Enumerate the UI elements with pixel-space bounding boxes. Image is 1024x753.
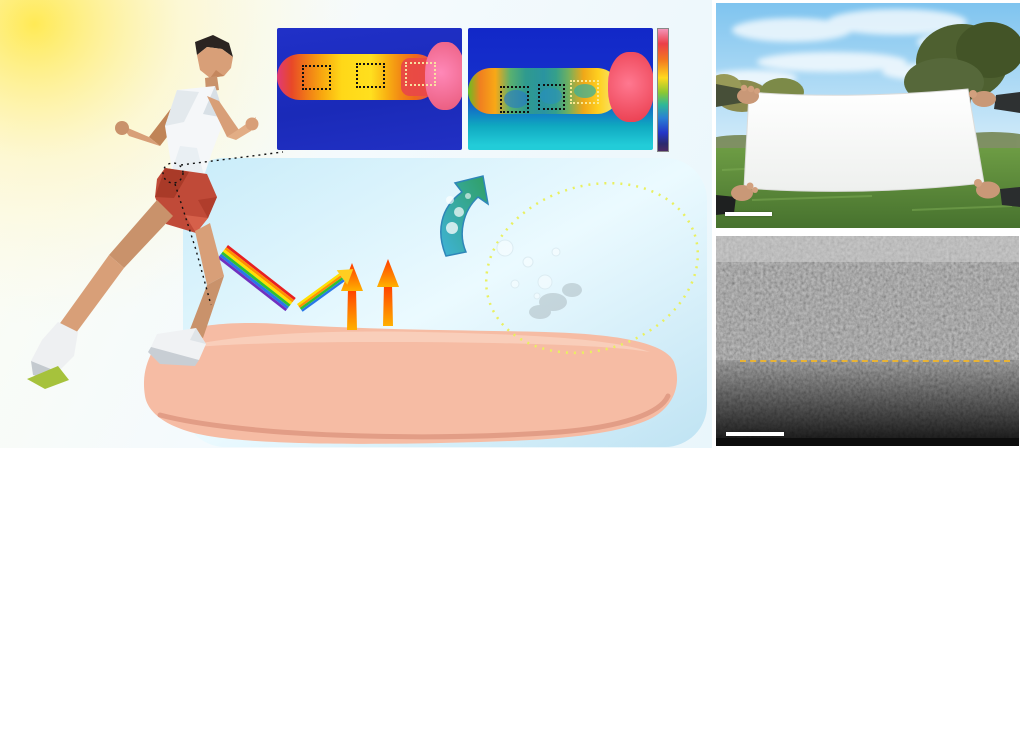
spectrum-chart <box>0 448 712 753</box>
panel-a <box>0 0 712 448</box>
panel-d <box>0 448 712 753</box>
wet-patch-1 <box>504 90 528 108</box>
reflected-rainbow-arrow <box>297 269 354 312</box>
skin-layer <box>143 323 678 444</box>
sunlight-rainbow-arrow <box>217 244 296 312</box>
wet-patch-3 <box>574 84 596 98</box>
sem-image <box>716 236 1019 446</box>
hands <box>716 84 1020 215</box>
mir-emission-arrows <box>341 259 399 330</box>
panel-b-scalebar <box>725 212 772 216</box>
layer-divider-dashed-line <box>740 360 1010 362</box>
sweat-evaporation-arrow <box>440 175 490 257</box>
panel-c <box>712 232 1024 448</box>
callout-dotted-lines <box>162 151 284 306</box>
steam-wisps <box>529 283 582 319</box>
roi-box-cotton-dry <box>302 65 331 90</box>
roi-box-metafabric-wet <box>570 80 599 104</box>
thermal-colorbar <box>657 28 669 152</box>
thermal-hand-wet <box>608 52 653 122</box>
metafabric-sheet <box>743 88 985 192</box>
highlight-dashed-ellipse <box>484 181 700 355</box>
panel-b <box>712 0 1024 232</box>
roi-box-sebs-wet <box>538 84 565 110</box>
roi-box-metafabric-dry <box>405 62 436 86</box>
thermal-hand-dry <box>425 42 462 110</box>
thermal-image-wet <box>468 28 653 150</box>
outdoor-photo <box>716 3 1020 228</box>
runner-illustration <box>27 35 259 389</box>
roi-box-sebs-dry <box>356 63 385 88</box>
wet-patch-2 <box>540 88 562 104</box>
sem-dark-zone <box>716 360 1019 446</box>
panel-e <box>712 448 1024 753</box>
vapor-bubbles <box>496 239 561 300</box>
xrd-chart <box>712 448 1024 753</box>
thermal-image-dry <box>277 28 462 150</box>
roi-box-cotton-wet <box>500 86 529 113</box>
panel-c-scalebar <box>726 432 784 436</box>
sem-top-band <box>716 236 1019 262</box>
